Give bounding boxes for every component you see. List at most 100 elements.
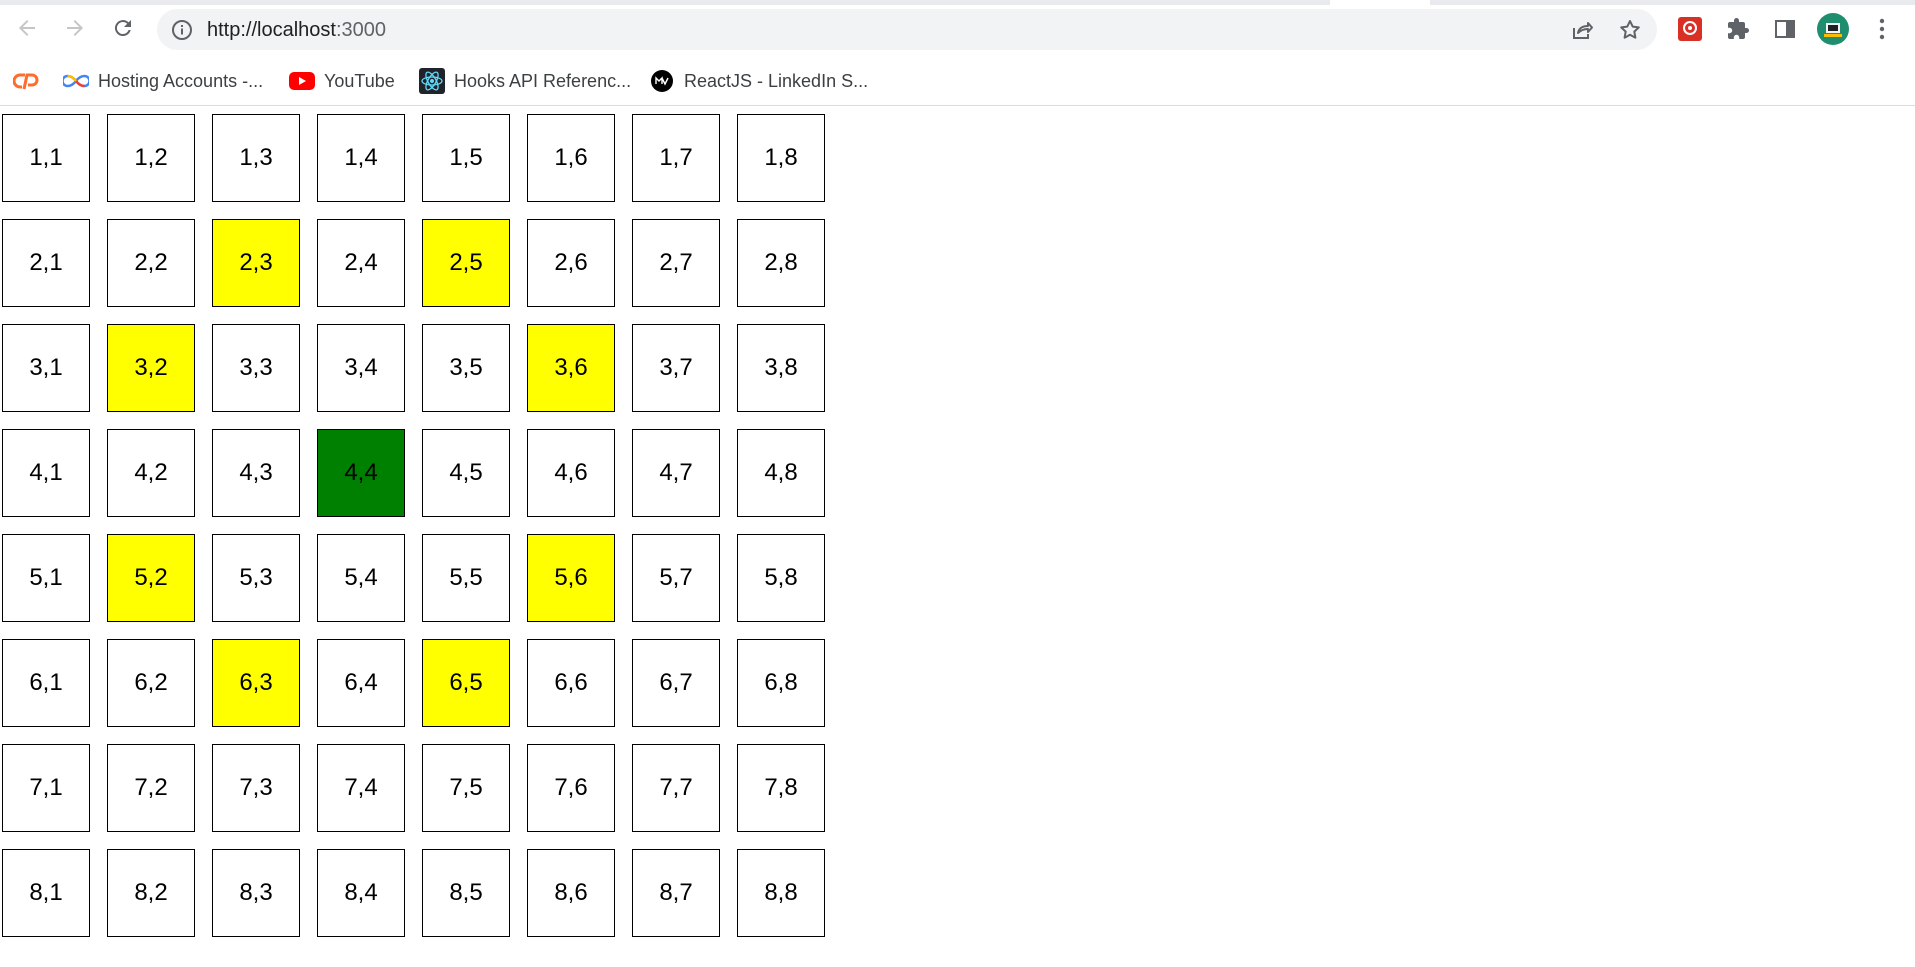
infinity-icon [62,67,90,95]
extension-app-icon[interactable] [1673,12,1707,46]
board-cell[interactable]: 3,3 [212,324,300,412]
board-cell[interactable]: 3,5 [422,324,510,412]
board-cell[interactable]: 4,6 [527,429,615,517]
bookmark-hosting-accounts[interactable]: Hosting Accounts -... [62,66,263,96]
board-cell-highlight[interactable]: 5,6 [527,534,615,622]
board-cell[interactable]: 4,3 [212,429,300,517]
board-cell[interactable]: 2,4 [317,219,405,307]
board-cell[interactable]: 8,2 [107,849,195,937]
board-cell[interactable]: 3,8 [737,324,825,412]
site-info-icon[interactable] [167,15,197,45]
bookmark-youtube[interactable]: YouTube [288,66,395,96]
board-cell[interactable]: 6,4 [317,639,405,727]
menu-kebab-icon[interactable] [1865,12,1899,46]
board-cell[interactable]: 5,8 [737,534,825,622]
board-cell[interactable]: 2,2 [107,219,195,307]
board-cell[interactable]: 7,3 [212,744,300,832]
extensions-puzzle-icon[interactable] [1721,12,1755,46]
board-cell[interactable]: 5,4 [317,534,405,622]
board-cell[interactable]: 3,4 [317,324,405,412]
board-cell[interactable]: 5,7 [632,534,720,622]
board-cell[interactable]: 4,8 [737,429,825,517]
board-cell[interactable]: 8,7 [632,849,720,937]
bookmark-hooks-api[interactable]: Hooks API Referenc... [418,66,631,96]
board-cell[interactable]: 3,7 [632,324,720,412]
url-text[interactable]: http://localhost:3000 [207,19,386,42]
board-cell-highlight[interactable]: 3,6 [527,324,615,412]
url-host: http://localhost [207,19,336,41]
board-cell-highlight[interactable]: 2,5 [422,219,510,307]
board-cell[interactable]: 5,3 [212,534,300,622]
forward-button[interactable] [57,10,93,46]
board-cell[interactable]: 1,6 [527,114,615,202]
board-cell[interactable]: 2,1 [2,219,90,307]
board-cell[interactable]: 7,7 [632,744,720,832]
board-cell-highlight[interactable]: 5,2 [107,534,195,622]
board-cell-highlight[interactable]: 2,3 [212,219,300,307]
board-cell[interactable]: 4,7 [632,429,720,517]
reload-button[interactable] [105,10,141,46]
profile-avatar[interactable] [1816,12,1850,46]
reload-icon [114,20,131,37]
bookmark-label: ReactJS - LinkedIn S... [684,70,869,91]
board-cell[interactable]: 1,2 [107,114,195,202]
forward-arrow-icon [67,20,83,36]
tab-strip-edge [0,0,1330,5]
bookmark-label: Hosting Accounts -... [98,70,264,91]
board-cell-highlight[interactable]: 6,3 [212,639,300,727]
bookmark-label: Hooks API Referenc... [454,70,632,91]
address-bar[interactable]: http://localhost:3000 [157,9,1657,50]
board-cell-highlight[interactable]: 3,2 [107,324,195,412]
board-cell[interactable]: 7,2 [107,744,195,832]
board-cell[interactable]: 8,6 [527,849,615,937]
board-cell[interactable]: 1,7 [632,114,720,202]
board-cell[interactable]: 7,4 [317,744,405,832]
board-cell[interactable]: 8,3 [212,849,300,937]
board-cell[interactable]: 1,1 [2,114,90,202]
board-cell[interactable]: 4,5 [422,429,510,517]
board-cell[interactable]: 7,5 [422,744,510,832]
board-cell-highlight[interactable]: 6,5 [422,639,510,727]
board-cell[interactable]: 4,2 [107,429,195,517]
board-cell[interactable]: 8,1 [2,849,90,937]
board-cell[interactable]: 5,1 [2,534,90,622]
bookmark-reactjs-linkedin[interactable]: ReactJS - LinkedIn S... [648,66,868,96]
board-cell[interactable]: 1,4 [317,114,405,202]
tab-strip-edge [1430,0,1915,5]
board-cell[interactable]: 4,1 [2,429,90,517]
share-icon[interactable] [1567,15,1597,45]
board-cell[interactable]: 2,8 [737,219,825,307]
board-cell[interactable]: 5,5 [422,534,510,622]
board-cell[interactable]: 8,5 [422,849,510,937]
board-cell[interactable]: 6,8 [737,639,825,727]
board-cell[interactable]: 6,6 [527,639,615,727]
bookmark-label: YouTube [324,70,395,91]
linkedin-skill-icon [648,67,676,95]
bookmark-star-icon[interactable] [1615,15,1645,45]
board-cell-selected[interactable]: 4,4 [317,429,405,517]
board-cell[interactable]: 1,8 [737,114,825,202]
youtube-icon [288,67,316,95]
back-arrow-icon [19,20,35,36]
cpanel-icon [12,67,40,95]
bookmarks-bar: Hosting Accounts -... YouTube Hooks API … [0,58,1915,106]
board-cell[interactable]: 1,3 [212,114,300,202]
back-button[interactable] [9,10,45,46]
board-cell[interactable]: 2,7 [632,219,720,307]
board-cell[interactable]: 6,2 [107,639,195,727]
board-cell[interactable]: 3,1 [2,324,90,412]
board-cell[interactable]: 6,7 [632,639,720,727]
browser-toolbar: http://localhost:3000 [0,0,1915,58]
board-cell[interactable]: 7,1 [2,744,90,832]
url-port: :3000 [335,19,387,41]
board-cell[interactable]: 8,4 [317,849,405,937]
board-cell[interactable]: 7,8 [737,744,825,832]
board-cell[interactable]: 8,8 [737,849,825,937]
board-cell[interactable]: 1,5 [422,114,510,202]
side-panel-icon[interactable] [1768,12,1802,46]
board-cell[interactable]: 2,6 [527,219,615,307]
bookmark-cpanel[interactable] [12,66,48,96]
board-cell[interactable]: 6,1 [2,639,90,727]
board-cell[interactable]: 7,6 [527,744,615,832]
react-icon [418,67,446,95]
